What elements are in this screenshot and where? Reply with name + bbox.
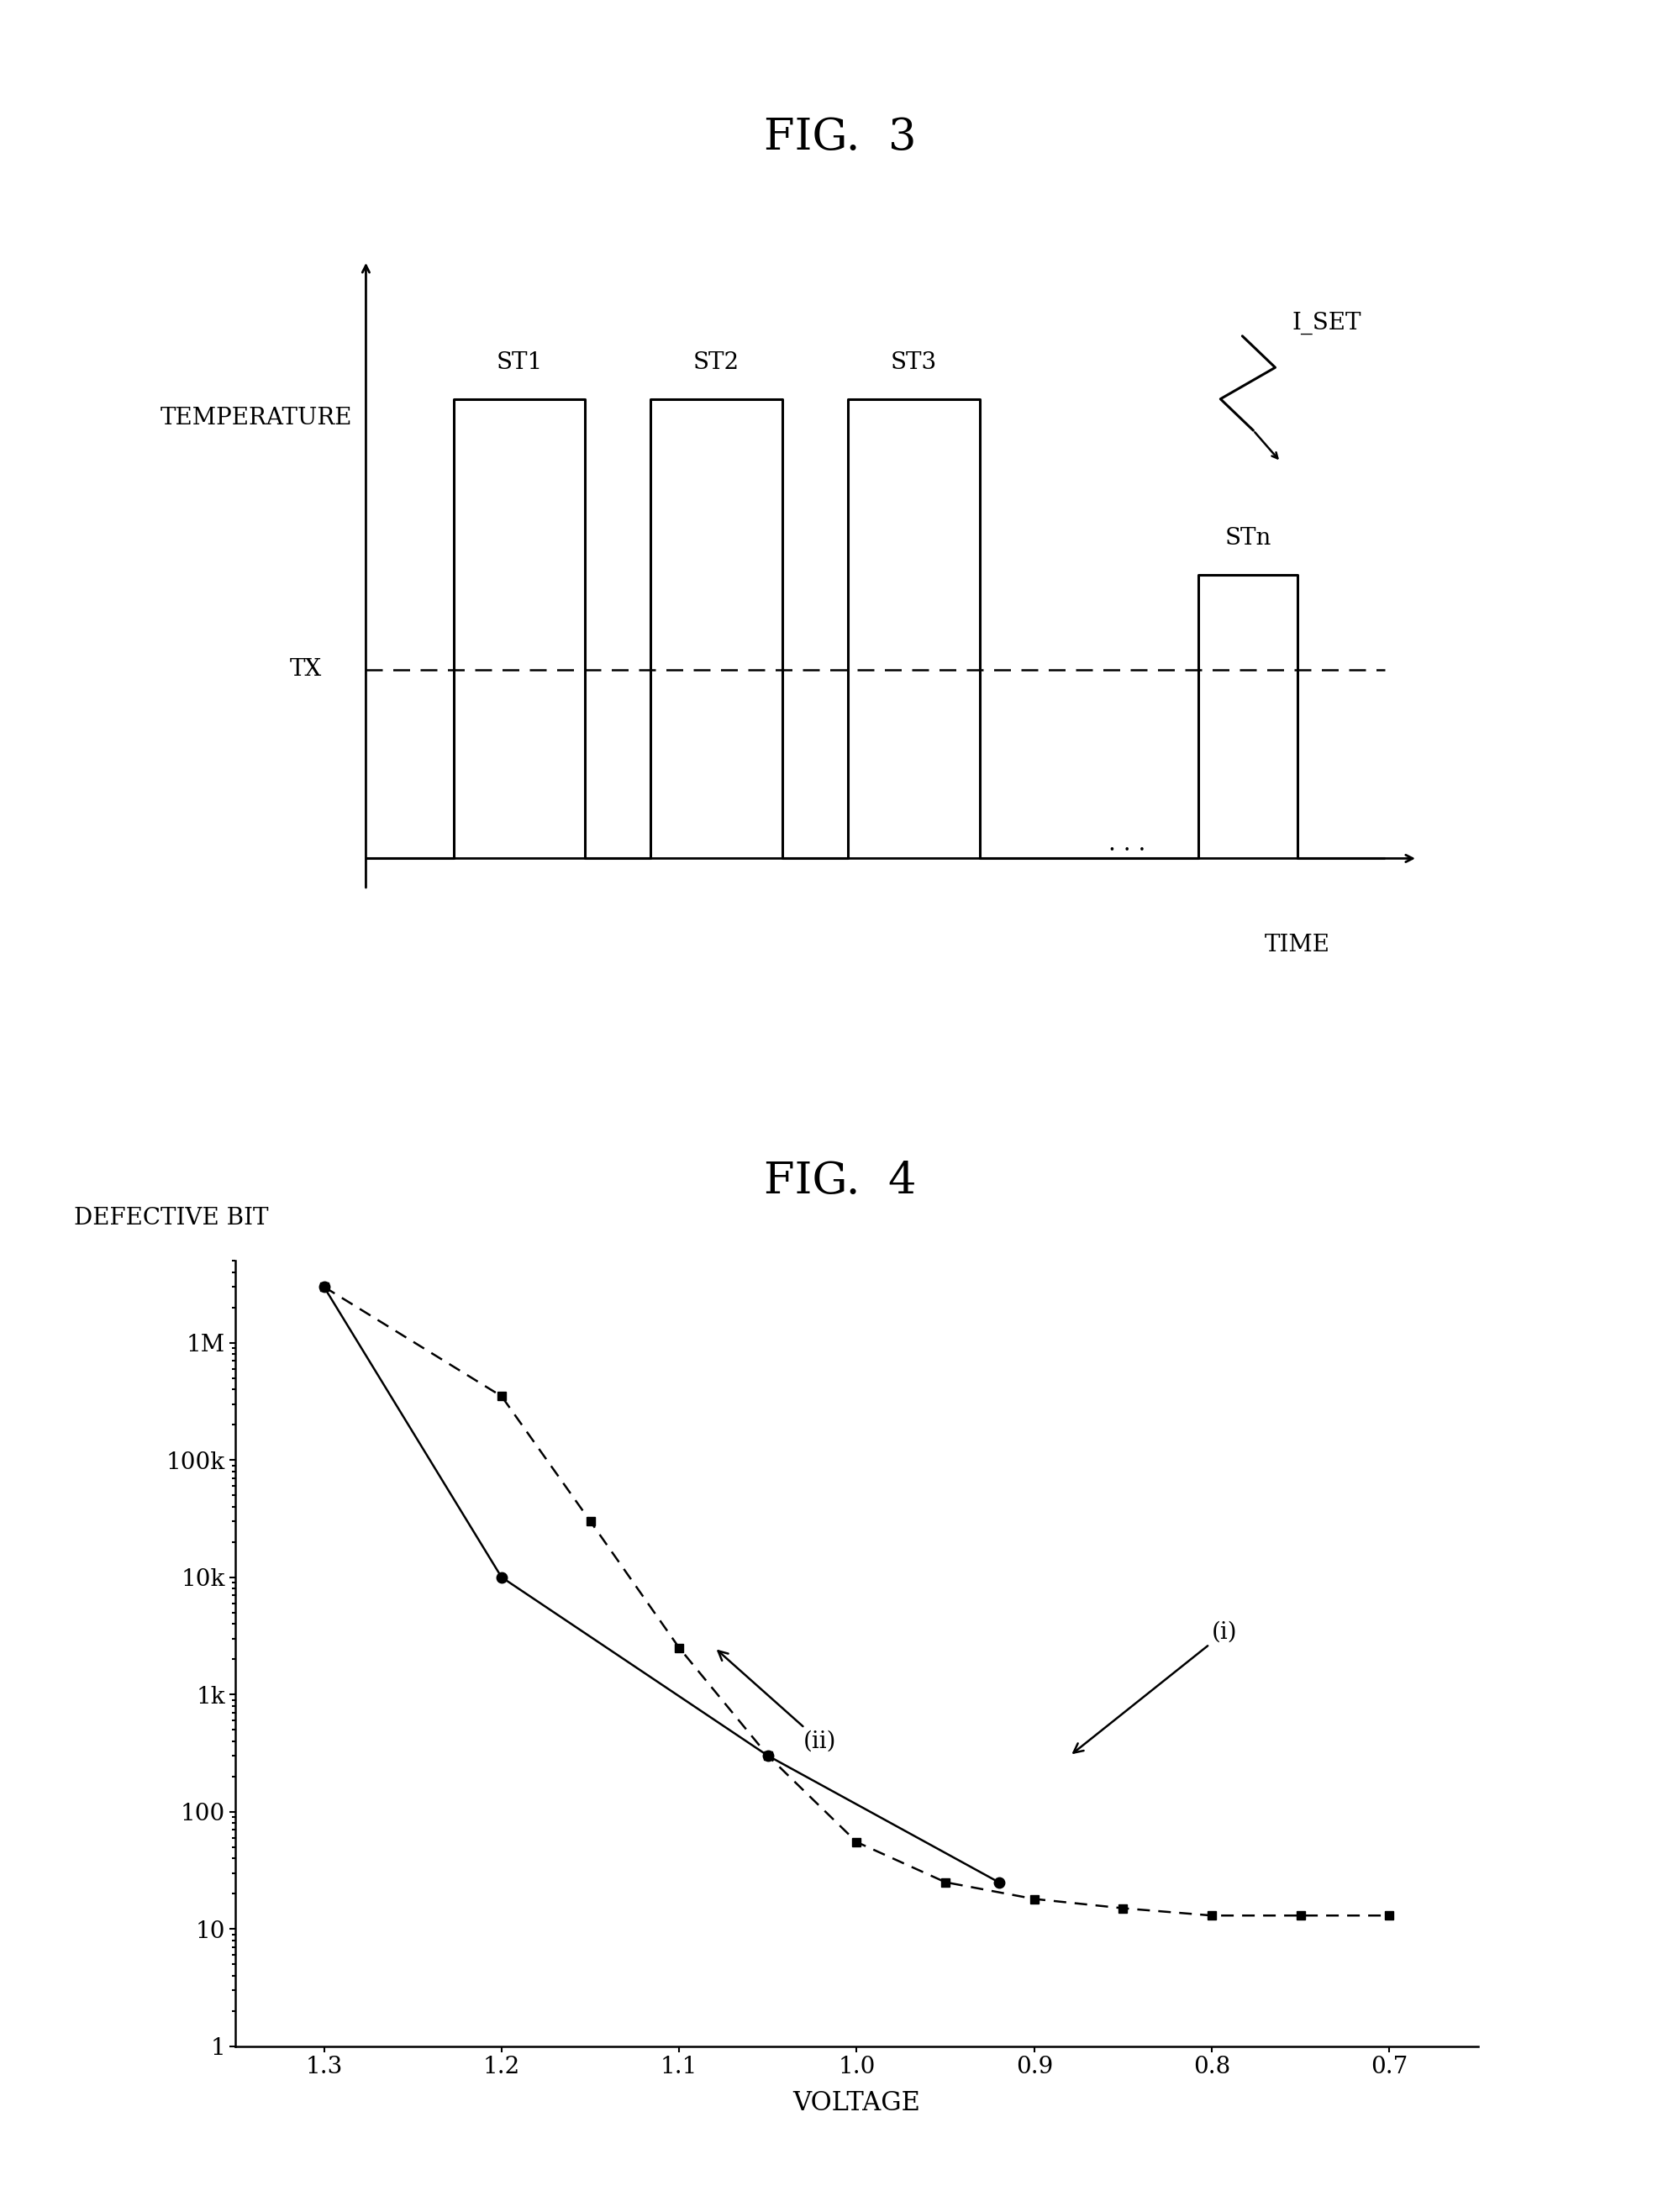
- Text: TIME: TIME: [1264, 933, 1330, 956]
- Text: I_SET: I_SET: [1291, 312, 1360, 334]
- Text: ST1: ST1: [495, 352, 542, 374]
- Text: TEMPERATURE: TEMPERATURE: [160, 407, 353, 429]
- Text: ST3: ST3: [890, 352, 937, 374]
- Text: ST2: ST2: [693, 352, 739, 374]
- Text: STn: STn: [1224, 526, 1271, 551]
- Text: FIG.  3: FIG. 3: [764, 115, 915, 159]
- Text: FIG.  4: FIG. 4: [764, 1159, 915, 1203]
- Text: (ii): (ii): [719, 1650, 836, 1752]
- Text: . . .: . . .: [1108, 832, 1145, 856]
- Text: (i): (i): [1073, 1621, 1237, 1752]
- X-axis label: VOLTAGE: VOLTAGE: [792, 2090, 920, 2117]
- Text: TX: TX: [290, 659, 322, 681]
- Text: DEFECTIVE BIT: DEFECTIVE BIT: [74, 1208, 269, 1230]
